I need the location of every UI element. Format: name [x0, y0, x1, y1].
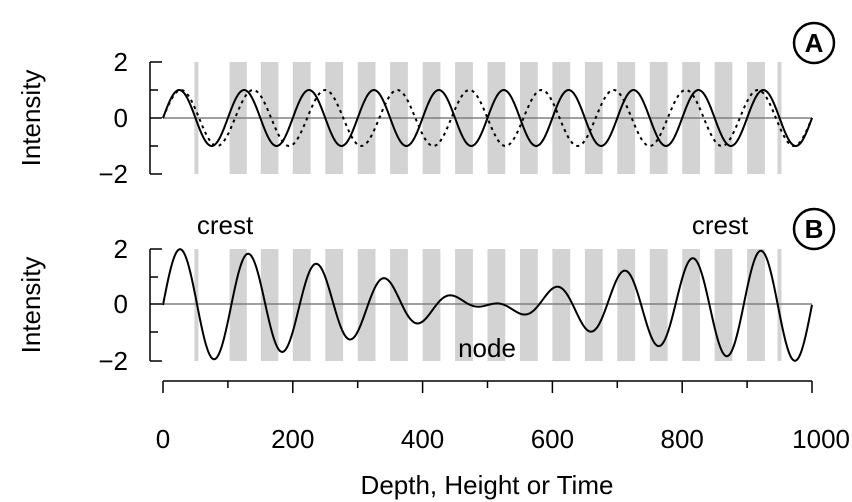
panel-b: 2 0 −2 Intensity crest crest node B — [16, 207, 836, 376]
panel-b-band-7 — [422, 249, 441, 361]
x-ticks: 0 200 400 600 800 1000 — [156, 381, 850, 454]
panel-letter-a: A — [805, 28, 824, 58]
panel-b-band-13 — [617, 249, 636, 361]
y-tick-label-b-0: 0 — [114, 289, 128, 319]
panel-b-band-16 — [714, 249, 733, 361]
series-sum-line — [162, 248, 813, 362]
y-tick-label-a-2: 2 — [114, 47, 128, 77]
annotation-node: node — [458, 333, 516, 363]
x-axis: 0 200 400 600 800 1000 Depth, Height or Time — [156, 380, 850, 500]
panel-b-band-14 — [649, 249, 668, 361]
x-tick-label-0: 0 — [156, 424, 170, 454]
x-tick-label-800: 800 — [661, 424, 704, 454]
annotation-crest-left: crest — [197, 210, 254, 240]
panel-b-band-2 — [260, 249, 279, 361]
panel-b-band-18 — [777, 249, 782, 361]
annotation-crest-right: crest — [692, 210, 749, 240]
panel-b-band-17 — [747, 249, 765, 361]
panel-letter-circle-b — [792, 207, 836, 251]
panel-b-band-3 — [292, 249, 311, 361]
panel-a: 2 0 −2 Intensity A — [16, 21, 836, 189]
y-axis-title-a: Intensity — [16, 70, 46, 167]
panel-b-band-10 — [520, 249, 538, 361]
y-tick-label-b-m2: −2 — [98, 346, 128, 376]
panel-b-band-8 — [455, 249, 473, 361]
panel-b-band-6 — [390, 249, 408, 361]
panel-b-band-15 — [682, 249, 700, 361]
panel-b-band-9 — [487, 249, 506, 361]
panel-b-band-1 — [229, 249, 247, 361]
x-tick-label-1000: 1000 — [792, 424, 850, 454]
y-axis-title-b: Intensity — [16, 257, 46, 354]
y-tick-label-b-2: 2 — [114, 234, 128, 264]
x-tick-label-400: 400 — [401, 424, 444, 454]
panel-letter-b: B — [805, 214, 824, 244]
panel-letter-circle-a — [792, 21, 836, 65]
series-solid-line — [162, 89, 813, 147]
y-tick-label-a-m2: −2 — [98, 159, 128, 189]
panel-b-band-12 — [584, 249, 603, 361]
panel-b-band-11 — [552, 249, 571, 361]
y-tick-label-a-0: 0 — [114, 103, 128, 133]
x-axis-title: Depth, Height or Time — [361, 470, 614, 500]
panel-b-band-5 — [357, 249, 376, 361]
x-tick-label-200: 200 — [271, 424, 314, 454]
x-tick-label-600: 600 — [531, 424, 574, 454]
